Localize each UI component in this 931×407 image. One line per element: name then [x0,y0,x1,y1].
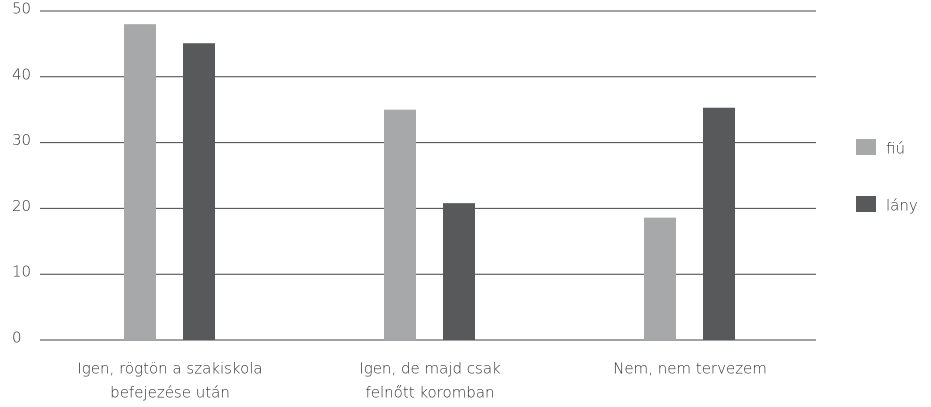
x-tick-label: Igen, rögtön a szakiskola [77,360,262,378]
x-tick-label: Igen, de majd csak [359,360,501,378]
legend-label: lány [886,197,918,215]
y-tick-label: 0 [12,329,22,347]
x-tick-label: befejezése után [110,384,230,402]
y-tick-label: 20 [12,197,31,215]
x-tick-label: felnőtt koromban [365,384,494,402]
y-tick-label: 30 [12,131,31,149]
bar [443,203,475,340]
legend-label: fiú [886,140,905,158]
y-tick-label: 40 [12,65,31,83]
legend-swatch [856,139,876,155]
bar [644,217,676,340]
bar [703,107,735,340]
bar [384,109,416,340]
bar [124,24,156,340]
y-tick-label: 10 [12,263,31,281]
y-tick-label: 50 [12,0,31,18]
bar [183,43,215,340]
x-tick-label: Nem, nem tervezem [613,360,767,378]
legend-swatch [856,196,876,212]
